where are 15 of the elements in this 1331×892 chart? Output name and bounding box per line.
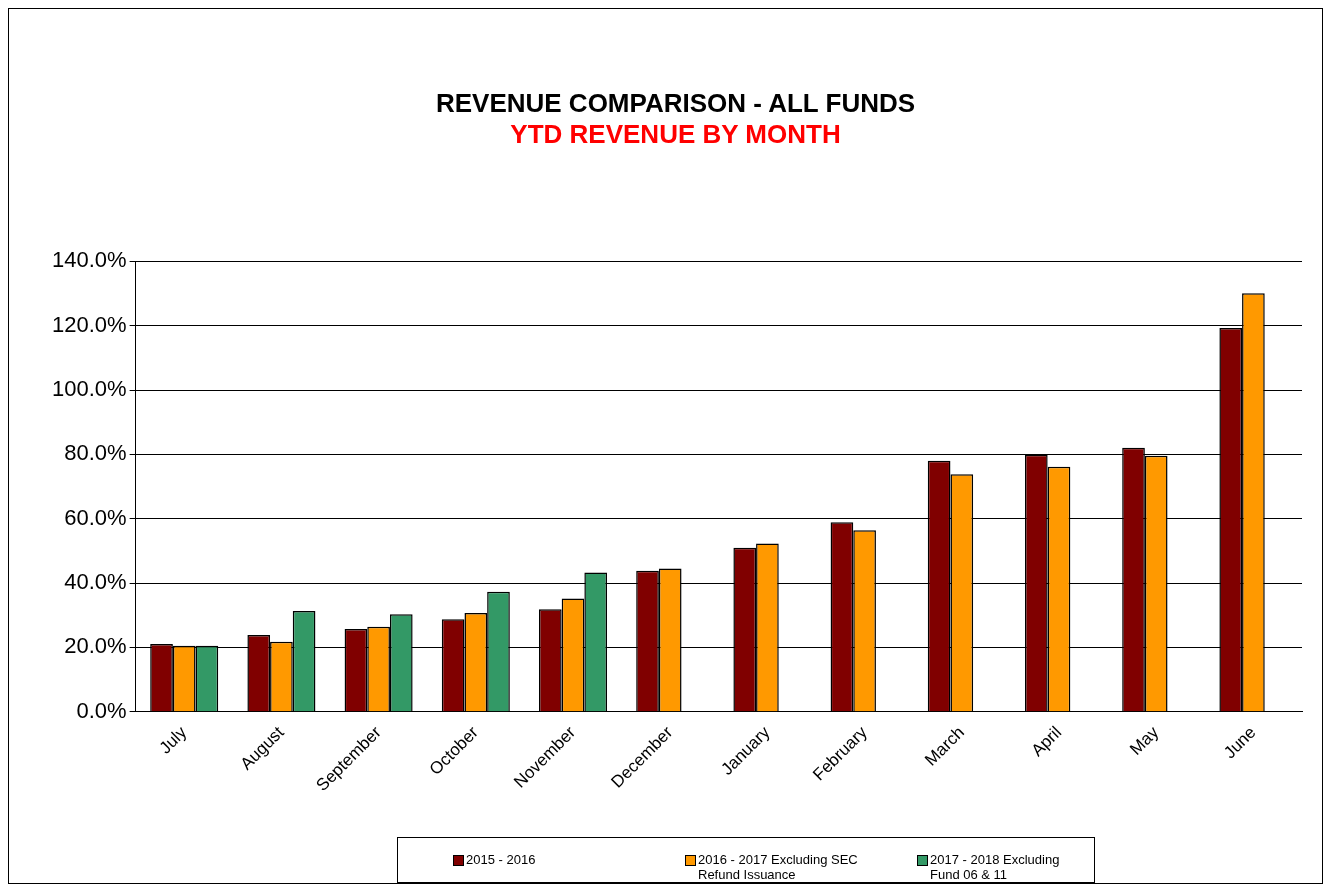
x-tick-label: May xyxy=(1126,722,1163,759)
y-tick-label: 40.0% xyxy=(64,569,127,595)
legend-label: 2017 - 2018 Excluding Fund 06 & 11 xyxy=(930,852,1061,882)
y-tick-label: 140.0% xyxy=(51,247,127,273)
legend-label: 2015 - 2016 xyxy=(466,852,537,867)
y-tick-label: 20.0% xyxy=(64,633,127,659)
chart-subtitle: YTD REVENUE BY MONTH xyxy=(510,118,841,149)
y-tick-label: 100.0% xyxy=(51,376,127,402)
chart-title: REVENUE COMPARISON - ALL FUNDS xyxy=(435,87,916,118)
x-tick-label: July xyxy=(155,722,191,758)
y-tick-label: 0.0% xyxy=(76,697,127,723)
y-tick-label: 120.0% xyxy=(51,311,127,337)
y-tick-label: 80.0% xyxy=(64,440,127,466)
y-tick-label: 60.0% xyxy=(64,504,127,530)
legend-label: 2016 - 2017 Excluding SEC Refund Issuance xyxy=(698,852,858,882)
